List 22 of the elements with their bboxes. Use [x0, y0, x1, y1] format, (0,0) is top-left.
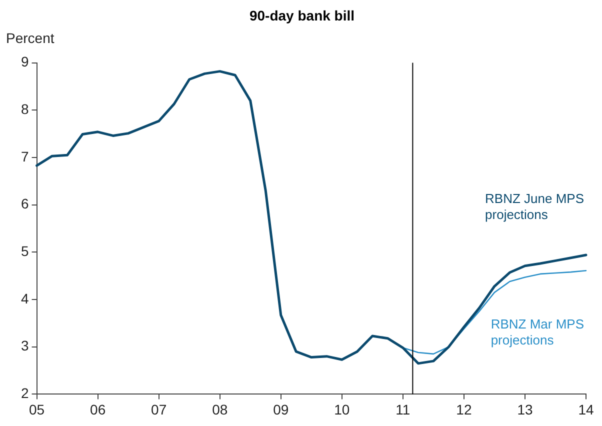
x-tick-label: 07	[151, 401, 167, 418]
x-tick-label: 05	[28, 401, 45, 418]
x-tick-label: 09	[273, 401, 289, 418]
y-tick-label: 6	[20, 196, 29, 212]
series-label: RBNZ Mar MPS projections	[490, 316, 584, 348]
y-tick-label: 9	[20, 54, 29, 70]
x-tick-label: 12	[456, 401, 472, 418]
y-tick-label: 8	[20, 101, 29, 117]
y-tick-label: 4	[20, 290, 29, 306]
y-axis-title: Percent	[6, 30, 54, 46]
x-tick-label: 08	[212, 401, 228, 418]
y-tick-label: 5	[20, 243, 29, 260]
chart-title: 90-day bank bill	[249, 7, 355, 24]
text: RBNZ June MPS projections	[485, 191, 584, 222]
x-tick-label: 06	[90, 401, 106, 418]
y-tick-label: 2	[20, 385, 29, 402]
y-tick-label: 7	[20, 148, 29, 164]
y-tick-label: 3	[20, 338, 29, 354]
x-tick-label: 14	[578, 401, 594, 418]
x-tick-label: 10	[334, 401, 350, 418]
x-tick-label: 13	[517, 401, 533, 418]
x-tick-label: 11	[396, 401, 410, 418]
